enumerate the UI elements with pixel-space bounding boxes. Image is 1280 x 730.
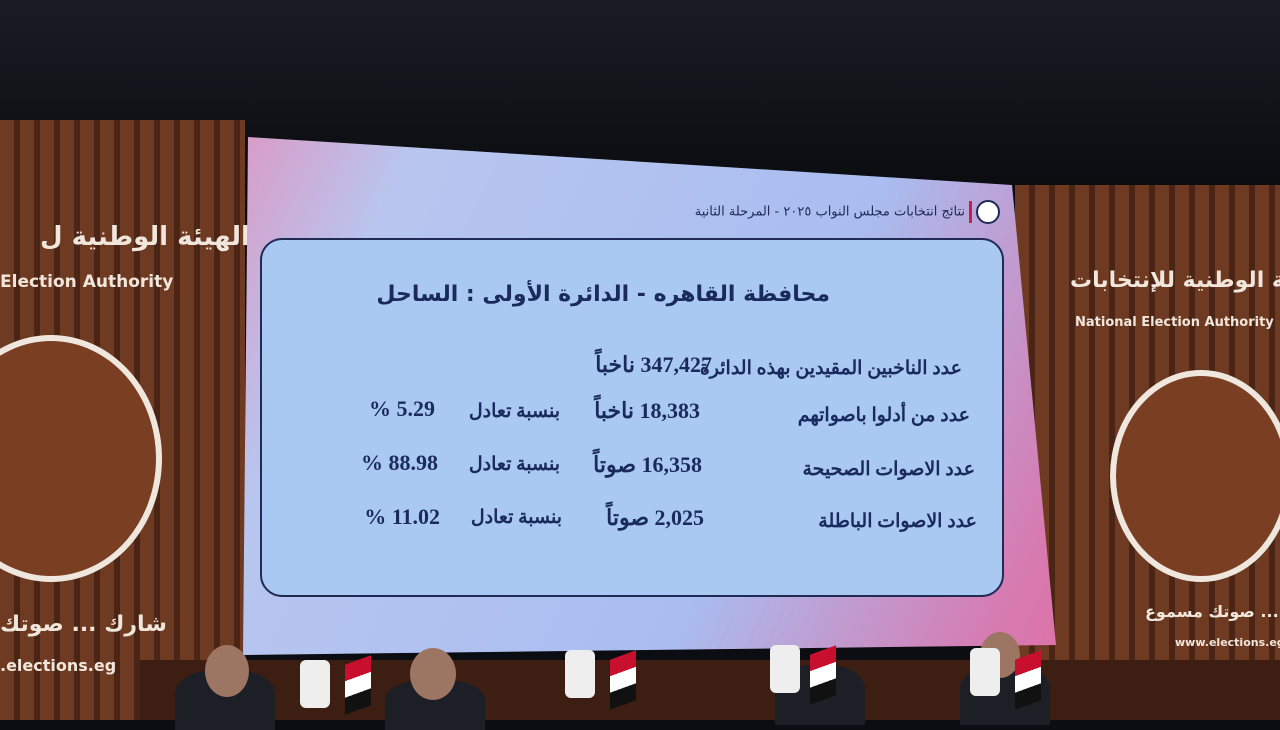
panelist-head (410, 648, 456, 700)
turnout-percent: 5.29 % (369, 396, 435, 421)
slide-title: محافظة القاهره - الدائرة الأولى : الساحل (376, 282, 830, 307)
left-wall-arabic: الهيئة الوطنية ل (40, 222, 250, 252)
egypt-flag-icon (810, 645, 836, 705)
egypt-flag-icon (1015, 650, 1041, 710)
left-wall-english: Election Authority (0, 272, 174, 292)
panel-table (140, 660, 1280, 720)
header-divider (969, 201, 972, 223)
invalid-votes-label: عدد الاصوات الباطلة (818, 511, 977, 532)
turnout-ratio-label: بنسبة تعادل (468, 401, 560, 422)
nea-flag-icon (770, 645, 800, 693)
nea-flag-icon (565, 650, 595, 698)
valid-votes-label: عدد الاصوات الصحيحة (802, 459, 976, 480)
right-seal-icon (1110, 370, 1280, 582)
invalid-votes-percent: 11.02 % (364, 504, 440, 529)
nea-flag-icon (300, 660, 330, 708)
results-card (260, 238, 1004, 597)
slide-header-text: نتائج انتخابات مجلس النواب ٢٠٢٥ - المرحل… (694, 204, 965, 220)
egypt-flag-icon (345, 655, 371, 715)
egypt-flag-icon (610, 650, 636, 710)
right-wall-english: National Election Authority (1075, 315, 1274, 330)
panelist-head (205, 645, 249, 697)
right-wall-website: www.elections.eg (1175, 636, 1280, 649)
right-wall-arabic: الهيئة الوطنية للإنتخابات (1070, 268, 1280, 293)
nea-flag-icon (970, 648, 1000, 696)
valid-votes-percent: 88.98 % (361, 450, 438, 475)
valid-votes-ratio-label: بنسبة تعادل (468, 454, 560, 475)
right-wall-slogan: شارك ... صوتك مسموع (1145, 602, 1280, 621)
nea-logo-icon (976, 200, 1000, 224)
left-wall-slogan: شارك ... صوتك (0, 612, 167, 637)
invalid-votes-ratio-label: بنسبة تعادل (470, 507, 562, 528)
registered-label: عدد الناخبين المقيدين بهذه الدائرة (699, 358, 962, 379)
slide-header: نتائج انتخابات مجلس النواب ٢٠٢٥ - المرحل… (680, 200, 1000, 224)
turnout-label: عدد من أدلوا باصواتهم (797, 405, 970, 426)
turnout-value: 18,383 ناخباً (594, 398, 700, 423)
left-wall-website: .elections.eg (0, 656, 117, 675)
registered-value: 347,427 ناخباً (595, 352, 712, 377)
invalid-votes-value: 2,025 صوتاً (606, 505, 704, 530)
valid-votes-value: 16,358 صوتاً (593, 452, 702, 477)
